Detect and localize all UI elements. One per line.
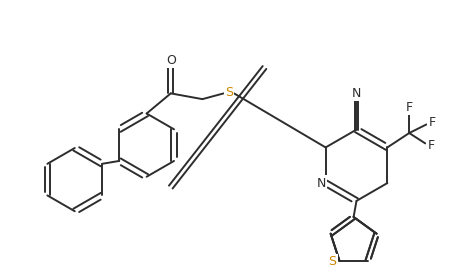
Text: F: F [426, 139, 434, 152]
Text: O: O [166, 54, 175, 67]
Text: S: S [224, 86, 232, 99]
Text: N: N [351, 87, 360, 100]
Text: F: F [428, 116, 435, 129]
Text: N: N [316, 177, 325, 189]
Text: S: S [328, 255, 336, 268]
Text: F: F [405, 101, 412, 114]
